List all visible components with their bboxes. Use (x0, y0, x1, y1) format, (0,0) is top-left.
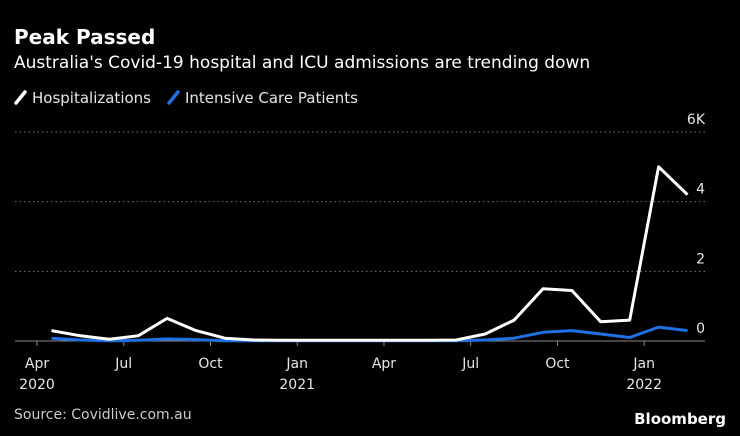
y-tick-label: 4 (696, 182, 705, 198)
x-tick-label: Oct (545, 356, 570, 372)
x-tick-year: 2022 (626, 377, 662, 393)
chart-subtitle: Australia's Covid-19 hospital and ICU ad… (14, 53, 590, 73)
legend-swatch (14, 90, 27, 105)
x-tick-label: Jan (632, 356, 655, 372)
source: Source: Covidlive.com.au (14, 407, 192, 423)
x-tick-label: Oct (198, 356, 223, 372)
y-tick-label: 6K (687, 112, 706, 128)
legend-label: Hospitalizations (32, 89, 151, 107)
legend-swatch (167, 90, 180, 105)
series-line (51, 165, 689, 342)
y-tick-label: 2 (696, 251, 705, 267)
x-tick-label: Jul (461, 356, 479, 372)
x-tick-label: Jul (114, 356, 132, 372)
x-tick-label: Apr (25, 356, 49, 372)
brand: Bloomberg (634, 410, 726, 428)
x-tick-year: 2021 (279, 377, 315, 393)
chart-title: Peak Passed (14, 25, 155, 49)
x-tick-label: Jan (285, 356, 308, 372)
y-tick-label: 0 (696, 321, 705, 337)
x-tick-year: 2020 (19, 377, 55, 393)
x-tick-label: Apr (372, 356, 396, 372)
legend-label: Intensive Care Patients (185, 89, 358, 107)
